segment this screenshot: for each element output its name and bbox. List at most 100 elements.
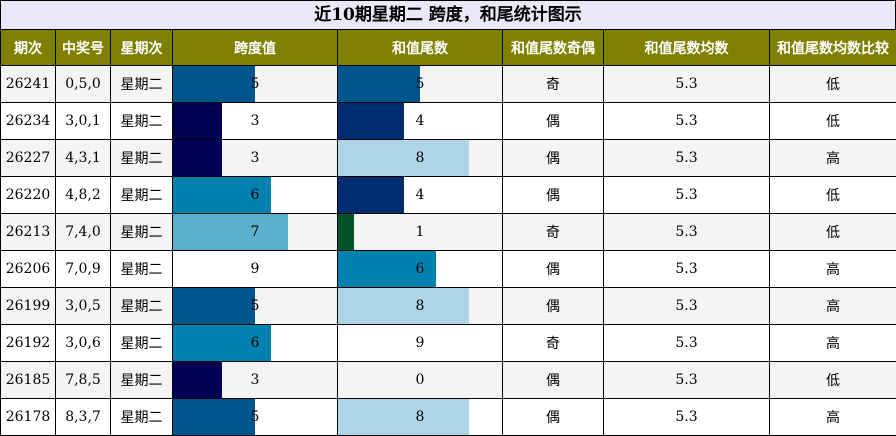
- issue-cell: 26213: [1, 214, 56, 251]
- header-average: 和值尾数均数: [604, 30, 770, 66]
- sum-tail-cell-label: 1: [416, 224, 425, 240]
- sum-tail-cell-bar: [338, 214, 354, 250]
- issue-cell: 26241: [1, 66, 56, 103]
- sum-tail-cell: 1: [338, 214, 503, 251]
- sum-tail-cell-label: 8: [416, 298, 425, 314]
- average-cell: 5.3: [604, 251, 770, 288]
- span-cell-label: 5: [251, 409, 260, 425]
- span-cell-bar: [173, 251, 321, 287]
- average-cell: 5.3: [604, 103, 770, 140]
- span-cell: 6: [173, 325, 338, 362]
- parity-cell: 奇: [503, 325, 604, 362]
- span-cell-bar: [173, 362, 222, 398]
- header-parity: 和值尾数奇偶: [503, 30, 604, 66]
- sum-tail-cell: 4: [338, 177, 503, 214]
- numbers-cell: 4,3,1: [56, 140, 111, 177]
- span-cell: 7: [173, 214, 338, 251]
- weekday-cell: 星期二: [111, 214, 173, 251]
- average-cell: 5.3: [604, 325, 770, 362]
- sum-tail-cell-bar: [338, 140, 469, 176]
- weekday-cell: 星期二: [111, 66, 173, 103]
- header-numbers: 中奖号: [56, 30, 111, 66]
- page-title: 近10期星期二 跨度，和尾统计图示: [0, 0, 896, 30]
- span-cell-label: 3: [251, 372, 260, 388]
- parity-cell: 偶: [503, 251, 604, 288]
- span-cell: 5: [173, 399, 338, 436]
- weekday-cell: 星期二: [111, 251, 173, 288]
- sum-tail-cell-label: 4: [416, 187, 425, 203]
- compare-cell: 低: [770, 103, 896, 140]
- span-cell-bar: [173, 214, 288, 250]
- compare-cell: 高: [770, 288, 896, 325]
- header-compare: 和值尾数均数比较: [770, 30, 896, 66]
- sum-tail-cell: 5: [338, 66, 503, 103]
- span-cell-label: 5: [251, 298, 260, 314]
- sum-tail-cell: 6: [338, 251, 503, 288]
- parity-cell: 偶: [503, 362, 604, 399]
- weekday-cell: 星期二: [111, 362, 173, 399]
- sum-tail-cell: 4: [338, 103, 503, 140]
- header-weekday: 星期次: [111, 30, 173, 66]
- compare-cell: 高: [770, 325, 896, 362]
- header-span: 跨度值: [173, 30, 338, 66]
- parity-cell: 偶: [503, 140, 604, 177]
- span-cell-bar: [173, 66, 255, 102]
- issue-cell: 26178: [1, 399, 56, 436]
- sum-tail-cell-bar: [338, 103, 404, 139]
- sum-tail-cell: 9: [338, 325, 503, 362]
- compare-cell: 低: [770, 362, 896, 399]
- span-cell: 3: [173, 103, 338, 140]
- span-cell-label: 6: [251, 335, 260, 351]
- sum-tail-cell-label: 0: [416, 372, 425, 388]
- header-issue: 期次: [1, 30, 56, 66]
- stats-table: 期次中奖号星期次跨度值和值尾数和值尾数奇偶和值尾数均数和值尾数均数比较 2624…: [0, 29, 896, 436]
- span-cell-label: 7: [251, 224, 260, 240]
- sum-tail-cell-bar: [338, 177, 404, 213]
- average-cell: 5.3: [604, 399, 770, 436]
- sum-tail-cell: 8: [338, 140, 503, 177]
- sum-tail-cell-bar: [338, 399, 469, 435]
- sum-tail-cell-label: 8: [416, 150, 425, 166]
- span-cell: 3: [173, 362, 338, 399]
- issue-cell: 26192: [1, 325, 56, 362]
- sum-tail-cell-bar: [338, 66, 420, 102]
- issue-cell: 26199: [1, 288, 56, 325]
- span-cell-label: 9: [251, 261, 260, 277]
- sum-tail-cell: 8: [338, 288, 503, 325]
- parity-cell: 奇: [503, 66, 604, 103]
- issue-cell: 26234: [1, 103, 56, 140]
- sum-tail-cell-label: 4: [416, 113, 425, 129]
- compare-cell: 高: [770, 140, 896, 177]
- compare-cell: 高: [770, 399, 896, 436]
- numbers-cell: 7,0,9: [56, 251, 111, 288]
- span-cell: 3: [173, 140, 338, 177]
- weekday-cell: 星期二: [111, 288, 173, 325]
- span-cell: 5: [173, 288, 338, 325]
- parity-cell: 偶: [503, 177, 604, 214]
- numbers-cell: 3,0,1: [56, 103, 111, 140]
- weekday-cell: 星期二: [111, 140, 173, 177]
- sum-tail-cell-label: 9: [416, 335, 425, 351]
- numbers-cell: 7,8,5: [56, 362, 111, 399]
- compare-cell: 低: [770, 66, 896, 103]
- average-cell: 5.3: [604, 140, 770, 177]
- weekday-cell: 星期二: [111, 103, 173, 140]
- weekday-cell: 星期二: [111, 325, 173, 362]
- numbers-cell: 3,0,5: [56, 288, 111, 325]
- numbers-cell: 4,8,2: [56, 177, 111, 214]
- sum-tail-cell-bar: [338, 288, 469, 324]
- span-cell-bar: [173, 399, 255, 435]
- parity-cell: 偶: [503, 103, 604, 140]
- sum-tail-cell-label: 8: [416, 409, 425, 425]
- compare-cell: 高: [770, 251, 896, 288]
